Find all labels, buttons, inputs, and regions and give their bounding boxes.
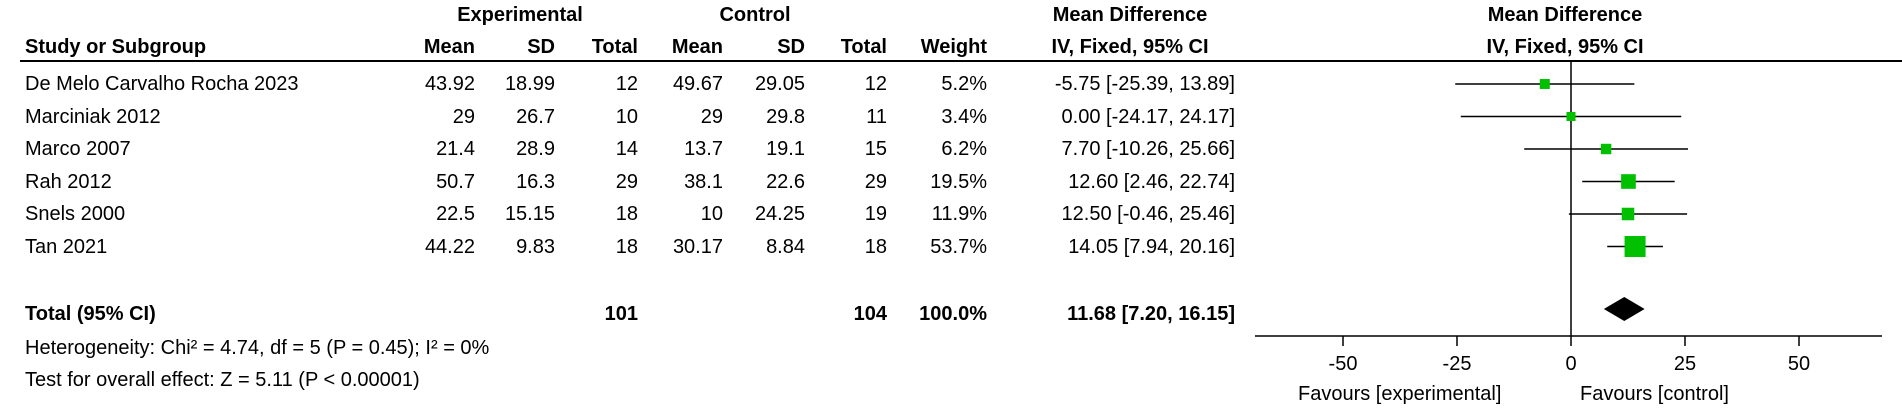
cell-mean-c: 13.7 bbox=[684, 138, 723, 160]
cell-mean-e: 22.5 bbox=[436, 203, 475, 225]
header-md-right: Mean Difference bbox=[1487, 4, 1643, 26]
cell-mean-e: 44.22 bbox=[424, 235, 475, 258]
cell-ci: 14.05 [7.94, 20.16] bbox=[1068, 235, 1235, 258]
study-marker bbox=[1624, 236, 1646, 257]
header-sd-e: SD bbox=[527, 36, 555, 58]
cell-sd-e: 26.7 bbox=[516, 105, 555, 128]
cell-mean-e: 29 bbox=[452, 105, 475, 128]
x-tick-label: 25 bbox=[1673, 353, 1697, 375]
cell-sd-c: 8.84 bbox=[766, 235, 805, 258]
header-rule bbox=[20, 60, 1902, 62]
cell-sd-e: 28.9 bbox=[516, 138, 555, 160]
cell-total-e: 14 bbox=[615, 138, 638, 160]
study-name: Tan 2021 bbox=[25, 235, 108, 258]
header-md-right-method: IV, Fixed, 95% CI bbox=[1486, 36, 1644, 58]
cell-total-c: 15 bbox=[864, 138, 887, 160]
total-label: Total (95% CI) bbox=[25, 303, 156, 325]
cell-total-c: 29 bbox=[864, 170, 887, 193]
x-tick-label: -50 bbox=[1328, 353, 1358, 375]
cell-mean-e: 43.92 bbox=[424, 73, 475, 95]
cell-sd-e: 9.83 bbox=[516, 235, 555, 258]
x-tick-label: -25 bbox=[1442, 353, 1472, 375]
cell-weight: 11.9% bbox=[931, 203, 987, 225]
cell-sd-c: 22.6 bbox=[766, 170, 805, 193]
cell-mean-e: 50.7 bbox=[436, 170, 475, 193]
cell-sd-c: 29.8 bbox=[766, 105, 805, 128]
cell-weight: 6.2% bbox=[941, 138, 987, 160]
header-total-e: Total bbox=[591, 36, 638, 58]
study-name: Rah 2012 bbox=[25, 170, 112, 193]
cell-sd-c: 19.1 bbox=[766, 138, 805, 160]
cell-total-c: 12 bbox=[864, 73, 887, 95]
cell-mean-c: 29 bbox=[700, 105, 723, 128]
total-n-e: 101 bbox=[604, 303, 638, 325]
study-name: De Melo Carvalho Rocha 2023 bbox=[25, 73, 299, 95]
study-name: Marco 2007 bbox=[25, 138, 131, 160]
cell-ci: 0.00 [-24.17, 24.17] bbox=[1061, 105, 1235, 128]
pooled-diamond bbox=[1603, 297, 1645, 321]
x-tick-label: 0 bbox=[1565, 353, 1577, 375]
study-marker bbox=[1566, 111, 1576, 122]
header-md-left: Mean Difference bbox=[1052, 4, 1208, 26]
total-n-c: 104 bbox=[853, 303, 887, 325]
cell-weight: 3.4% bbox=[941, 105, 987, 128]
x-tick-label: 50 bbox=[1787, 353, 1811, 375]
cell-mean-c: 30.17 bbox=[672, 235, 723, 258]
cell-sd-e: 15.15 bbox=[504, 203, 555, 225]
cell-mean-c: 10 bbox=[700, 203, 723, 225]
cell-total-e: 18 bbox=[615, 235, 638, 258]
cell-weight: 19.5% bbox=[930, 170, 987, 193]
cell-mean-c: 49.67 bbox=[672, 73, 723, 95]
favours-experimental-label: Favours [experimental] bbox=[1298, 383, 1502, 405]
study-marker bbox=[1539, 79, 1550, 89]
cell-ci: 7.70 [-10.26, 25.66] bbox=[1061, 138, 1235, 160]
header-sd-c: SD bbox=[777, 36, 805, 58]
header-md-left-method: IV, Fixed, 95% CI bbox=[1051, 36, 1209, 58]
cell-total-c: 11 bbox=[866, 105, 887, 128]
cell-total-c: 18 bbox=[864, 235, 887, 258]
study-name: Marciniak 2012 bbox=[25, 105, 161, 128]
overall-effect-text: Test for overall effect: Z = 5.11 (P < 0… bbox=[25, 369, 420, 391]
study-name: Snels 2000 bbox=[25, 203, 126, 225]
cell-weight: 53.7% bbox=[930, 235, 987, 258]
cell-sd-e: 18.99 bbox=[504, 73, 555, 95]
cell-total-e: 29 bbox=[615, 170, 638, 193]
cell-mean-e: 21.4 bbox=[436, 138, 475, 160]
cell-total-e: 12 bbox=[615, 73, 638, 95]
heterogeneity-text: Heterogeneity: Chi² = 4.74, df = 5 (P = … bbox=[25, 337, 490, 359]
total-weight: 100.0% bbox=[919, 303, 987, 325]
study-marker bbox=[1621, 174, 1636, 189]
cell-mean-c: 38.1 bbox=[684, 170, 723, 193]
cell-ci: 12.50 [-0.46, 25.46] bbox=[1061, 203, 1235, 225]
header-mean-e: Mean bbox=[423, 36, 475, 58]
cell-total-e: 18 bbox=[615, 203, 638, 225]
header-total-c: Total bbox=[840, 36, 887, 58]
study-marker bbox=[1600, 143, 1612, 155]
total-ci: 11.68 [7.20, 16.15] bbox=[1067, 303, 1235, 325]
cell-weight: 5.2% bbox=[941, 73, 987, 95]
cell-ci: -5.75 [-25.39, 13.89] bbox=[1054, 73, 1235, 95]
header-mean-c: Mean bbox=[671, 36, 723, 58]
header-control: Control bbox=[719, 4, 791, 26]
header-weight: Weight bbox=[920, 36, 987, 58]
cell-sd-c: 24.25 bbox=[754, 203, 805, 225]
cell-total-e: 10 bbox=[615, 105, 638, 128]
header-experimental: Experimental bbox=[457, 4, 583, 26]
study-marker bbox=[1621, 207, 1635, 221]
cell-sd-e: 16.3 bbox=[516, 170, 555, 193]
favours-control-label: Favours [control] bbox=[1580, 383, 1729, 405]
cell-ci: 12.60 [2.46, 22.74] bbox=[1068, 170, 1235, 193]
header-study: Study or Subgroup bbox=[25, 36, 207, 58]
cell-sd-c: 29.05 bbox=[754, 73, 805, 95]
cell-total-c: 19 bbox=[864, 203, 887, 225]
